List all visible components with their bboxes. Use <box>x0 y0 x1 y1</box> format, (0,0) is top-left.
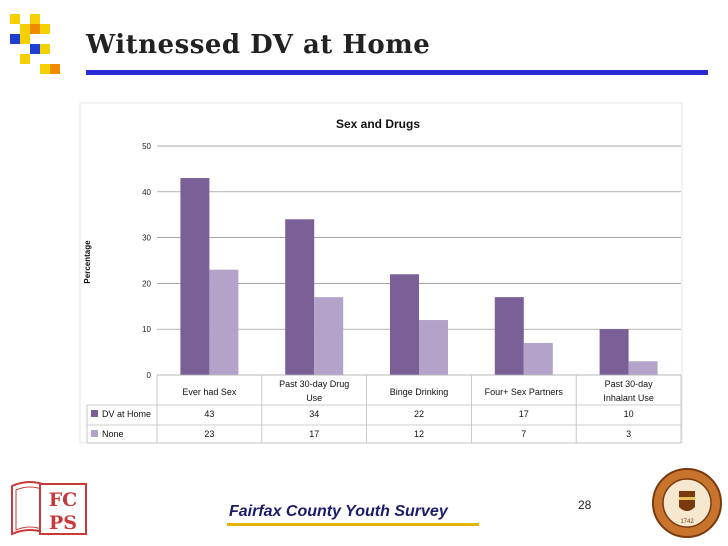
y-axis-ticks: 0 10 20 30 40 50 <box>142 142 151 380</box>
deco-square <box>30 44 40 54</box>
legend-label: DV at Home <box>102 409 151 419</box>
x-tick-label: Use <box>306 393 322 403</box>
y-tick-label: 40 <box>142 188 151 197</box>
bar-none <box>523 342 553 375</box>
county-seal-icon: 1742 <box>652 468 722 538</box>
y-tick-label: 30 <box>142 234 151 243</box>
y-tick-label: 10 <box>142 325 151 334</box>
deco-square <box>40 24 50 34</box>
deco-square <box>20 24 30 34</box>
bar-none <box>209 269 239 375</box>
logo-text-bottom: PS <box>49 512 77 534</box>
bar-dv-at-home <box>390 274 419 375</box>
y-axis-label: Percentage <box>83 240 92 284</box>
deco-square <box>40 44 50 54</box>
x-tick-label: Ever had Sex <box>182 387 237 397</box>
bar-none <box>314 297 344 375</box>
slide-number: 28 <box>578 498 592 512</box>
bars <box>180 178 658 375</box>
deco-square <box>20 34 30 44</box>
deco-square <box>50 64 60 74</box>
decorative-squares <box>10 14 60 74</box>
deco-square <box>40 64 50 74</box>
x-tick-label: Four+ Sex Partners <box>485 387 564 397</box>
bar-none <box>419 320 448 375</box>
deco-square <box>20 54 30 64</box>
data-label: 22 <box>414 409 424 419</box>
title-underline <box>86 70 708 75</box>
deco-square <box>30 14 40 24</box>
data-label: 17 <box>309 429 319 439</box>
data-label: 43 <box>204 409 214 419</box>
slide-title: Witnessed DV at Home <box>86 30 431 60</box>
x-tick-label: Past 30-day <box>605 379 654 389</box>
data-label: 10 <box>624 409 634 419</box>
x-tick-label: Inhalant Use <box>603 393 654 403</box>
fcps-logo: FC PS <box>11 481 87 536</box>
bar-dv-at-home <box>599 329 629 375</box>
data-label: 23 <box>204 429 214 439</box>
logo-box <box>39 483 87 535</box>
seal-crest-band <box>679 497 695 500</box>
bar-dv-at-home <box>285 219 315 375</box>
seal-crest-shape <box>679 491 695 511</box>
legend-key <box>91 410 98 417</box>
bar-none <box>628 361 658 375</box>
data-label: 34 <box>309 409 319 419</box>
deco-square <box>30 24 40 34</box>
data-label: 3 <box>626 429 631 439</box>
legend-label: None <box>102 429 124 439</box>
y-tick-label: 20 <box>142 279 151 288</box>
footer-title: Fairfax County Youth Survey <box>229 503 448 520</box>
data-table: Ever had Sex Past 30-day Drug Use Binge Dri… <box>86 374 682 444</box>
logo-text-top: FC <box>49 489 78 511</box>
footer-underline <box>227 523 479 526</box>
chart-area <box>79 102 683 444</box>
data-label: 17 <box>519 409 529 419</box>
seal-year: 1742 <box>680 519 694 525</box>
y-tick-label: 0 <box>147 371 152 380</box>
data-label: 12 <box>414 429 424 439</box>
deco-square <box>10 34 20 44</box>
legend-key <box>91 430 98 437</box>
data-label: 7 <box>521 429 526 439</box>
chart-title: Sex and Drugs <box>336 117 420 131</box>
y-tick-label: 50 <box>142 142 151 151</box>
deco-square <box>10 14 20 24</box>
bar-dv-at-home <box>180 178 210 375</box>
x-tick-label: Binge Drinking <box>390 387 449 397</box>
x-tick-label: Past 30-day Drug <box>279 379 349 389</box>
bar-dv-at-home <box>494 297 524 375</box>
